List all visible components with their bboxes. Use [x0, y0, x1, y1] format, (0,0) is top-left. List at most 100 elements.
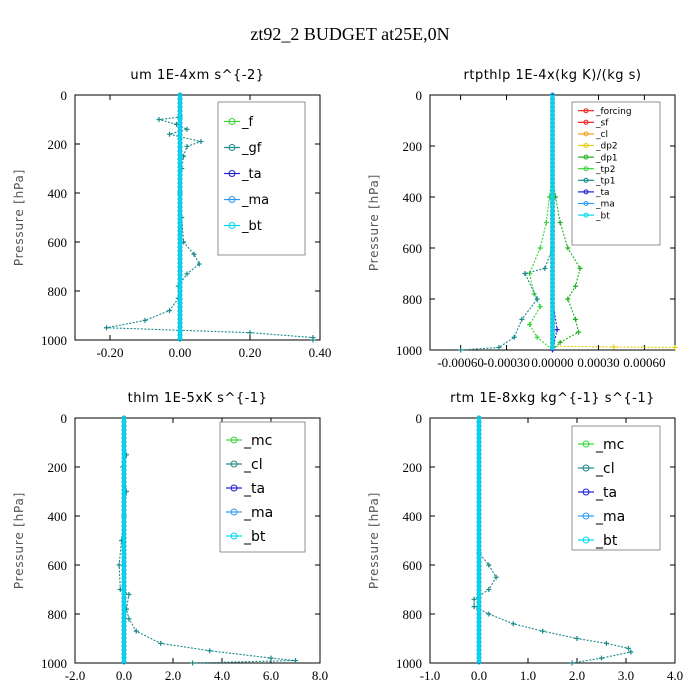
data-point — [167, 131, 172, 137]
x-tick-label: 0.0 — [116, 668, 132, 683]
data-point — [577, 265, 583, 271]
legend-marker — [230, 508, 238, 516]
data-point — [196, 261, 202, 267]
series-line — [528, 95, 554, 351]
legend-marker — [228, 118, 236, 125]
legend-marker — [583, 154, 589, 160]
legend-item: _bt — [226, 529, 266, 545]
data-point — [519, 316, 525, 322]
legend-item: _tp1 — [578, 176, 615, 186]
y-tick-label: 400 — [48, 186, 68, 201]
y-tick-label: 800 — [48, 607, 68, 622]
data-point — [184, 271, 190, 277]
series-line — [551, 95, 581, 351]
x-tick-label: 4.0 — [214, 668, 230, 683]
legend-item: _bt — [578, 211, 610, 221]
legend-item: _ta — [224, 167, 262, 182]
legend: _mc _cl _ta _ma _bt — [571, 425, 661, 551]
legend-item: _ma — [224, 193, 269, 208]
data-point — [554, 327, 560, 333]
legend-label: _sf — [595, 118, 609, 128]
legend-marker — [582, 464, 590, 472]
legend-marker — [583, 212, 589, 218]
series-line — [106, 95, 314, 340]
legend-label: _cl — [595, 130, 608, 140]
legend-label: _ta — [243, 481, 265, 497]
data-point — [576, 329, 582, 335]
data-point — [537, 245, 543, 251]
y-axis-label: Pressure [hPa] — [367, 492, 381, 589]
legend-label: _ma — [243, 505, 273, 521]
legend-label: _mc — [243, 433, 272, 449]
legend-label: _mc — [595, 437, 624, 453]
panel-1: um 1E-4xm s^{-2} Pressure [hPa] 0 200 400 600… — [12, 68, 331, 360]
data-point — [310, 337, 316, 343]
legend-label: _tp2 — [595, 165, 615, 175]
legend-label: _dp1 — [595, 153, 618, 163]
legend-marker — [583, 143, 589, 148]
legend-marker — [582, 488, 590, 496]
legend-item: _ma — [226, 505, 273, 521]
y-axis-label: Pressure [hPa] — [12, 492, 26, 589]
data-point — [184, 126, 190, 132]
data-point — [599, 655, 604, 661]
data-point — [550, 344, 555, 350]
data-point — [476, 659, 482, 665]
y-axis-label: Pressure [hPa] — [367, 174, 381, 271]
plot-frame — [74, 94, 321, 341]
figure-title: zt92_2 BUDGET at25E,0N — [250, 24, 449, 44]
legend-label: _ta — [595, 485, 617, 501]
panel-title: um 1E-4xm s^{-2} — [130, 68, 264, 83]
legend-marker — [228, 222, 236, 229]
legend-item: _bt — [224, 219, 262, 234]
data-point — [527, 271, 533, 276]
legend-label: _bt — [241, 219, 262, 234]
series-bt — [177, 92, 183, 342]
legend-box — [571, 101, 661, 246]
data-point — [268, 655, 274, 661]
legend-item: _dp1 — [578, 153, 618, 163]
data-point — [574, 636, 580, 641]
legend-box — [217, 101, 306, 256]
legend-item: _mc — [578, 437, 624, 453]
panel-2: rtpthlp 1E-4x(kg K)/(kg s) Pressure [hPa]… — [367, 68, 678, 370]
data-point — [511, 334, 517, 340]
x-tick-label: 0.00000 — [531, 355, 573, 370]
data-point — [672, 344, 678, 350]
legend-box — [219, 421, 306, 553]
data-point — [557, 339, 563, 345]
legend-label: _tp1 — [595, 176, 615, 186]
legend-label: _forcing — [595, 107, 632, 117]
x-tick-label: -0.20 — [96, 345, 123, 360]
x-tick-label: 0.20 — [239, 345, 262, 360]
data-point — [543, 220, 549, 225]
legend-item: _sf — [578, 118, 609, 128]
legend-marker — [230, 484, 238, 492]
series-line — [473, 418, 632, 664]
data-point — [546, 194, 552, 200]
data-point — [522, 271, 528, 276]
y-tick-label: 0 — [61, 88, 68, 103]
data-point — [625, 645, 631, 651]
x-tick-label: 0.00060 — [623, 355, 665, 370]
y-tick-label: 0 — [416, 88, 423, 103]
data-point — [531, 291, 537, 297]
data-point — [156, 117, 162, 122]
legend-item: _dp2 — [578, 142, 618, 152]
series-tp1 — [458, 92, 555, 353]
panel-3: thlm 1E-5xK s^{-1} Pressure [hPa] 0 200 400 6… — [12, 391, 328, 683]
legend-item: _ta — [578, 188, 610, 198]
x-tick-label: -1.0 — [420, 668, 441, 683]
legend-item: _ma — [578, 200, 615, 210]
series-line — [551, 95, 676, 348]
data-point — [496, 344, 502, 350]
data-point — [628, 649, 634, 655]
data-point — [553, 194, 559, 200]
series-bt — [121, 415, 127, 665]
x-tick-label: -0.00060 — [437, 355, 484, 370]
legend-marker — [582, 536, 590, 544]
legend-marker — [582, 440, 590, 448]
y-tick-label: 400 — [403, 190, 423, 205]
series-bt — [476, 415, 482, 665]
legend-label: _ma — [595, 200, 615, 210]
